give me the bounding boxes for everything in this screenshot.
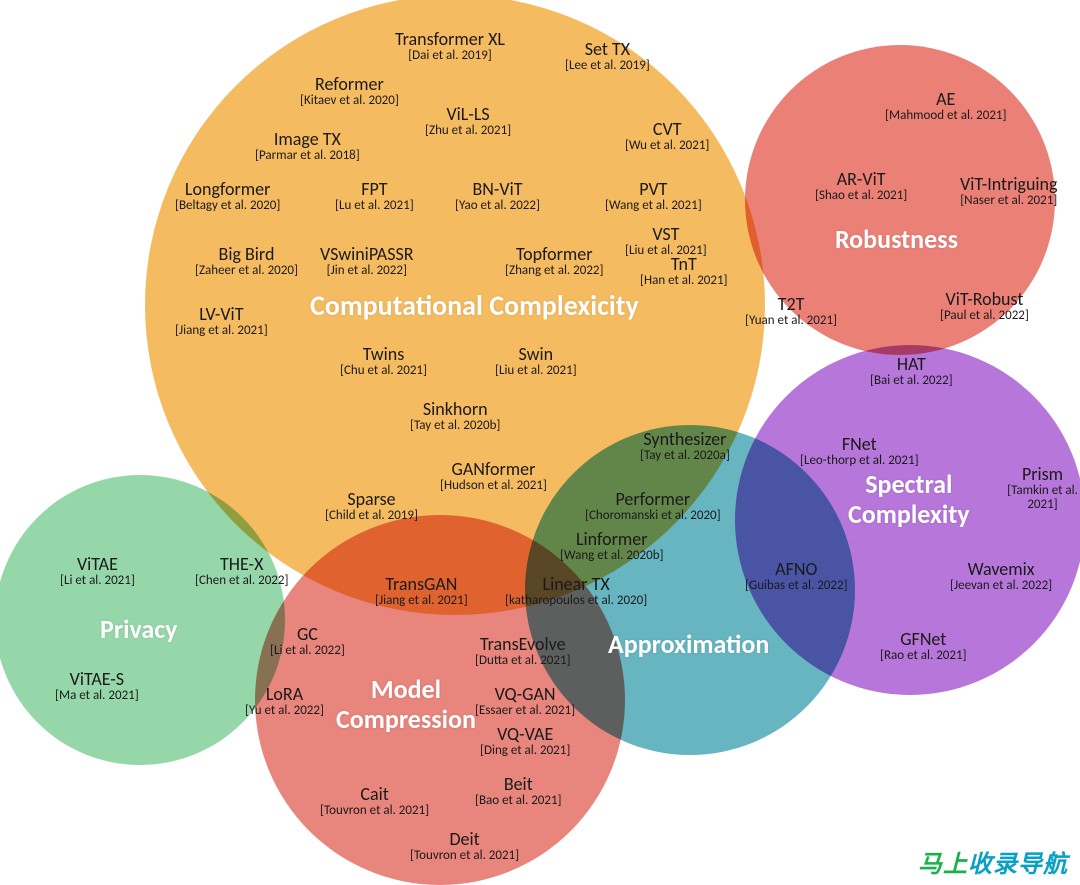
category-circle-privacy [0,475,285,765]
category-circle-robustness [745,45,1055,355]
category-circle-model-compression [255,515,625,885]
venn-diagram: Computational ComplexicityRobustnessSpec… [0,0,1080,885]
